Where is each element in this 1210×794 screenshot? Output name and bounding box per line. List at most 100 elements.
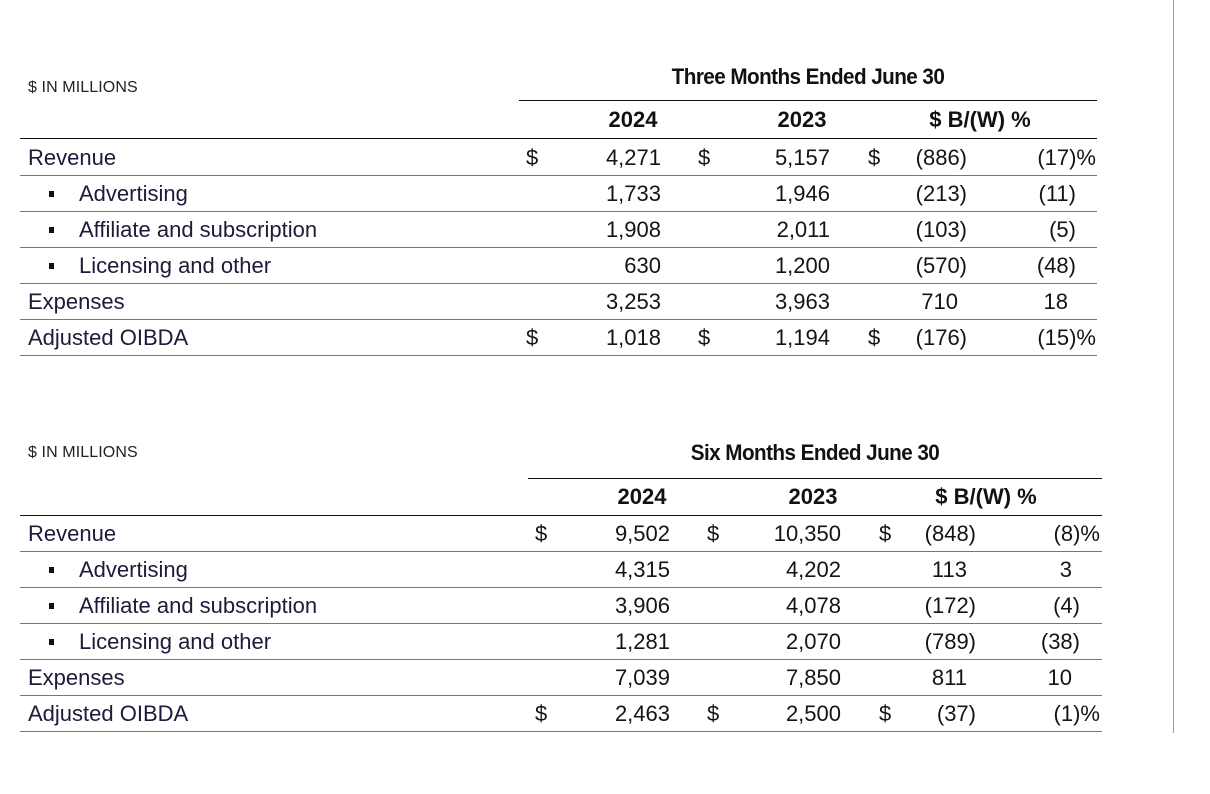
col-header-2024: 2024 [608,107,658,132]
value-2024: 7,039 [614,665,670,690]
bullet-icon [49,191,54,197]
row-divider [20,623,1102,624]
table-row: Advertising 4,315 4,202 113 3 [0,552,1210,588]
row-label: Expenses [28,289,125,314]
dollar-sign: $ [698,145,711,170]
page-edge-divider [1173,0,1174,733]
bullet-icon [49,639,54,645]
table-row: Revenue $ 9,502 $ 10,350 $ (848) (8)% [0,516,1210,552]
value-2024: 9,502 [614,521,670,546]
table-row: Licensing and other 630 1,200 (570) (48) [0,248,1210,284]
value-change: (213) [915,181,967,206]
value-2023: 2,070 [785,629,841,654]
row-label: Licensing and other [79,253,272,278]
units-label: $ IN MILLIONS [28,444,138,461]
value-2023: 5,157 [774,145,830,170]
value-2024: 1,908 [605,217,661,242]
dollar-sign: $ [879,521,892,546]
dollar-sign: $ [868,325,881,350]
value-percent: 3 [1059,557,1072,582]
row-label: Expenses [28,665,125,690]
value-change: 113 [931,557,967,582]
value-change: 811 [931,665,967,690]
row-divider [20,587,1102,588]
period-title: Six Months Ended June 30 [690,440,940,465]
dollar-sign: $ [526,325,539,350]
value-2024: 630 [624,253,661,278]
value-2024: 4,315 [614,557,670,582]
table-row: Adjusted OIBDA $ 1,018 $ 1,194 $ (176) (… [0,320,1210,356]
table-row: Advertising 1,733 1,946 (213) (11) [0,176,1210,212]
period-title: Three Months Ended June 30 [671,64,945,89]
value-change: (103) [915,217,967,242]
table-row: Adjusted OIBDA $ 2,463 $ 2,500 $ (37) (1… [0,696,1210,732]
value-change: 710 [921,289,958,314]
value-2023: 10,350 [773,521,841,546]
value-2024: 3,253 [605,289,661,314]
table-row: Affiliate and subscription 3,906 4,078 (… [0,588,1210,624]
row-label: Advertising [79,181,188,206]
dollar-sign: $ [535,701,548,726]
header-underline [20,138,1097,140]
col-header-better-worse: $ B/(W) % [929,107,1031,132]
dollar-sign: $ [526,145,539,170]
col-header-2024: 2024 [617,484,667,509]
col-header-2023: 2023 [777,107,827,132]
bullet-icon [49,263,54,269]
value-2023: 4,078 [785,593,841,618]
header-underline [20,515,1102,517]
bullet-icon [49,567,54,573]
value-percent: (8)% [1053,521,1100,546]
period-underline [519,100,1097,102]
value-2023: 1,946 [774,181,830,206]
value-change: (172) [924,593,976,618]
row-divider [20,551,1102,552]
dollar-sign: $ [707,701,720,726]
row-divider [20,319,1097,320]
row-label: Revenue [28,145,117,170]
row-label: Adjusted OIBDA [28,325,189,350]
value-change: (886) [915,145,967,170]
row-divider [20,695,1102,696]
value-change: (176) [915,325,967,350]
row-divider [20,283,1097,284]
dollar-sign: $ [698,325,711,350]
value-2023: 2,011 [776,217,830,242]
value-2023: 4,202 [785,557,841,582]
row-label: Affiliate and subscription [79,217,318,242]
bullet-icon [49,603,54,609]
period-underline [528,478,1102,480]
row-divider [20,355,1097,356]
col-header-2023: 2023 [788,484,838,509]
value-percent: (38) [1040,629,1080,654]
row-label: Revenue [28,521,117,546]
row-divider [20,211,1097,212]
value-percent: (11) [1038,181,1077,206]
value-percent: 18 [1043,289,1068,314]
bullet-icon [49,227,54,233]
row-label: Licensing and other [79,629,272,654]
dollar-sign: $ [707,521,720,546]
table-row: Expenses 3,253 3,963 710 18 [0,284,1210,320]
row-divider [20,731,1102,732]
value-2024: 1,281 [614,629,670,654]
row-label: Adjusted OIBDA [28,701,189,726]
value-2023: 7,850 [785,665,841,690]
value-change: (570) [915,253,967,278]
units-label: $ IN MILLIONS [28,79,138,96]
value-change: (789) [924,629,976,654]
row-divider [20,659,1102,660]
row-divider [20,247,1097,248]
row-divider [20,175,1097,176]
value-change: (37) [936,701,976,726]
value-2023: 2,500 [785,701,841,726]
dollar-sign: $ [879,701,892,726]
value-2023: 3,963 [774,289,830,314]
dollar-sign: $ [868,145,881,170]
table-row: Affiliate and subscription 1,908 2,011 (… [0,212,1210,248]
value-percent: (5) [1049,217,1076,242]
table-row: Expenses 7,039 7,850 811 10 [0,660,1210,696]
value-percent: (15)% [1037,325,1096,350]
value-change: (848) [924,521,976,546]
value-percent: (48) [1036,253,1076,278]
